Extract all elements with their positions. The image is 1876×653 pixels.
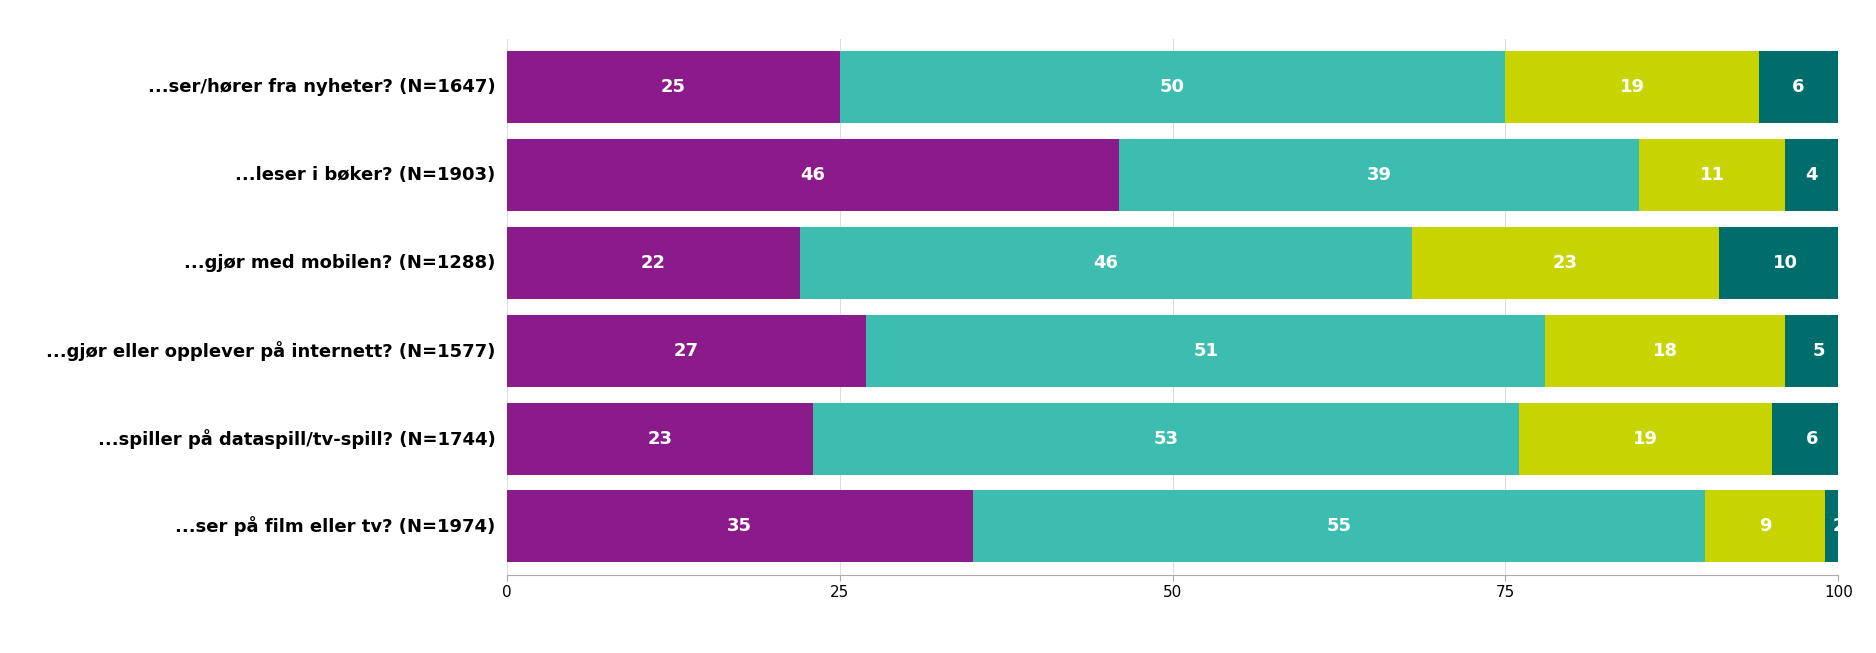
Text: 19: 19: [1632, 430, 1658, 447]
Text: 2: 2: [1833, 517, 1844, 535]
Bar: [1771, 403, 1852, 475]
Text: 6: 6: [1805, 430, 1818, 447]
Bar: [1786, 139, 1838, 211]
Text: 6: 6: [1792, 78, 1805, 97]
Text: 53: 53: [1154, 430, 1178, 447]
Text: 11: 11: [1700, 167, 1724, 184]
Bar: [799, 227, 1413, 299]
Text: 35: 35: [728, 517, 752, 535]
Bar: [1786, 315, 1852, 387]
Text: ...spiller på dataspill/tv-spill? (N=1744): ...spiller på dataspill/tv-spill? (N=174…: [98, 428, 495, 449]
Text: 19: 19: [1619, 78, 1645, 97]
Text: ...leser i bøker? (N=1903): ...leser i bøker? (N=1903): [234, 167, 495, 184]
Text: 4: 4: [1805, 167, 1818, 184]
Text: 22: 22: [640, 254, 666, 272]
Bar: [867, 315, 1546, 387]
Bar: [1638, 139, 1786, 211]
Text: 18: 18: [1653, 342, 1677, 360]
Text: 9: 9: [1760, 517, 1771, 535]
Text: 10: 10: [1773, 254, 1797, 272]
Bar: [507, 139, 1120, 211]
Text: ...gjør eller opplever på internett? (N=1577): ...gjør eller opplever på internett? (N=…: [47, 341, 495, 361]
Text: 51: 51: [1193, 342, 1218, 360]
Bar: [507, 52, 839, 123]
Bar: [1758, 52, 1838, 123]
Bar: [1718, 227, 1852, 299]
Bar: [1520, 403, 1771, 475]
Text: 46: 46: [801, 167, 825, 184]
Text: ...ser på film eller tv? (N=1974): ...ser på film eller tv? (N=1974): [174, 517, 495, 536]
Bar: [1546, 315, 1786, 387]
Bar: [507, 227, 799, 299]
Text: 55: 55: [1326, 517, 1351, 535]
Bar: [1120, 139, 1640, 211]
Bar: [1413, 227, 1718, 299]
Text: ...ser/hører fra nyheter? (N=1647): ...ser/hører fra nyheter? (N=1647): [148, 78, 495, 97]
Text: 50: 50: [1159, 78, 1186, 97]
Text: 46: 46: [1094, 254, 1118, 272]
Text: 23: 23: [1553, 254, 1578, 272]
Bar: [507, 403, 812, 475]
Bar: [972, 490, 1705, 562]
Bar: [507, 490, 972, 562]
Text: 23: 23: [647, 430, 672, 447]
Bar: [1825, 490, 1852, 562]
Text: 5: 5: [1812, 342, 1825, 360]
Bar: [839, 52, 1505, 123]
Bar: [507, 315, 867, 387]
Bar: [1505, 52, 1758, 123]
Text: 25: 25: [660, 78, 685, 97]
Bar: [812, 403, 1520, 475]
Bar: [1705, 490, 1825, 562]
Text: 27: 27: [673, 342, 700, 360]
Text: ...gjør med mobilen? (N=1288): ...gjør med mobilen? (N=1288): [184, 254, 495, 272]
Text: 39: 39: [1366, 167, 1392, 184]
